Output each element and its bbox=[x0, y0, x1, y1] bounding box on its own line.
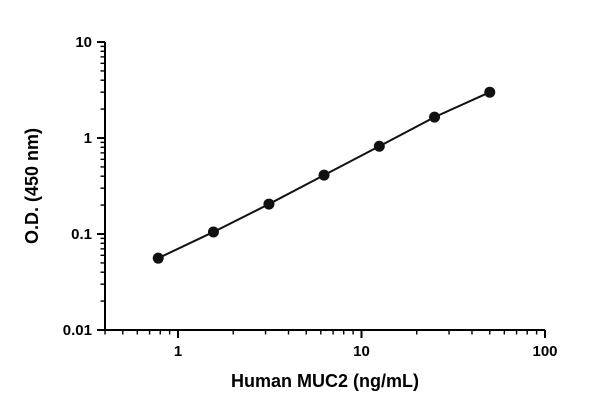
y-tick-label: 0.1 bbox=[71, 226, 92, 243]
data-point bbox=[318, 169, 330, 181]
data-point bbox=[207, 226, 219, 238]
x-tick-label: 10 bbox=[353, 343, 370, 360]
data-point bbox=[429, 111, 441, 123]
data-point bbox=[373, 140, 385, 152]
x-tick-label: 100 bbox=[532, 343, 557, 360]
x-axis-title: Human MUC2 (ng/mL) bbox=[231, 371, 419, 391]
y-axis-title: O.D. (450 nm) bbox=[22, 128, 42, 244]
y-tick-label: 10 bbox=[75, 34, 92, 51]
data-point bbox=[484, 86, 496, 98]
y-tick-label: 0.01 bbox=[63, 322, 92, 339]
data-point bbox=[263, 198, 275, 210]
x-tick-label: 1 bbox=[174, 343, 182, 360]
y-tick-label: 1 bbox=[84, 130, 92, 147]
data-point bbox=[152, 252, 164, 264]
